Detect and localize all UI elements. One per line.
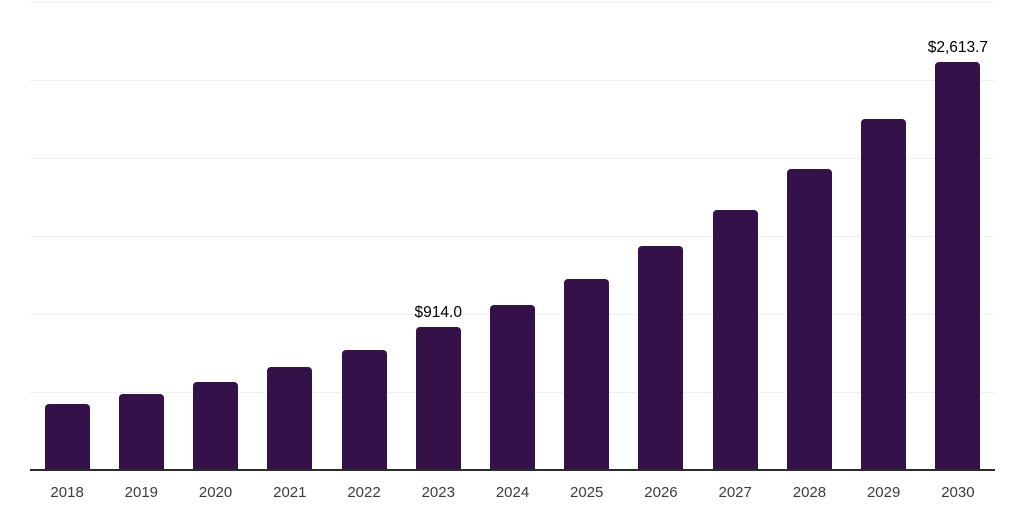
bar-2030 bbox=[935, 62, 981, 470]
x-tick-label-2029: 2029 bbox=[866, 484, 901, 501]
x-axis-line bbox=[30, 469, 995, 471]
x-tick-label-2023: 2023 bbox=[421, 484, 455, 501]
x-tick-label-2024: 2024 bbox=[495, 484, 530, 501]
bar-2028 bbox=[786, 168, 832, 470]
gridline-3000 bbox=[30, 2, 995, 3]
x-axis: 2018 2019 2020 2021 2022 2023 2024 2025 2026 2027… bbox=[30, 483, 995, 503]
gridline-2500 bbox=[30, 80, 995, 81]
bar-2018 bbox=[44, 404, 90, 470]
bar-2027 bbox=[712, 209, 758, 470]
bar-value-label-2023: $914.0 bbox=[414, 303, 462, 321]
x-tick-label-2027: 2027 bbox=[718, 484, 752, 501]
x-tick-label-2018: 2018 bbox=[50, 484, 84, 501]
x-tick-label-2020: 2020 bbox=[198, 484, 233, 501]
bar-2020 bbox=[193, 382, 239, 470]
bar-2025 bbox=[564, 279, 610, 470]
bar-value-label-2030: $2,613.7 bbox=[927, 38, 989, 56]
bar-2024 bbox=[490, 305, 535, 470]
bar-2026 bbox=[638, 245, 684, 470]
x-tick-label-2028: 2028 bbox=[792, 484, 827, 501]
x-tick-label-2021: 2021 bbox=[273, 484, 307, 501]
x-tick-label-2026: 2026 bbox=[644, 484, 678, 501]
bar-2022 bbox=[341, 350, 387, 470]
x-tick-label-2030: 2030 bbox=[941, 484, 975, 501]
x-tick-label-2019: 2019 bbox=[124, 484, 159, 501]
bar-2019 bbox=[118, 394, 164, 470]
gridline-1500 bbox=[30, 236, 995, 237]
x-tick-label-2025: 2025 bbox=[570, 484, 604, 501]
plot-area: $914.0 $2,613.7 bbox=[30, 2, 995, 470]
bar-2023 bbox=[415, 327, 461, 470]
x-tick-label-2022: 2022 bbox=[347, 484, 381, 501]
bar-2029 bbox=[861, 119, 907, 470]
bar-2021 bbox=[267, 367, 313, 470]
gridline-2000 bbox=[30, 158, 995, 159]
